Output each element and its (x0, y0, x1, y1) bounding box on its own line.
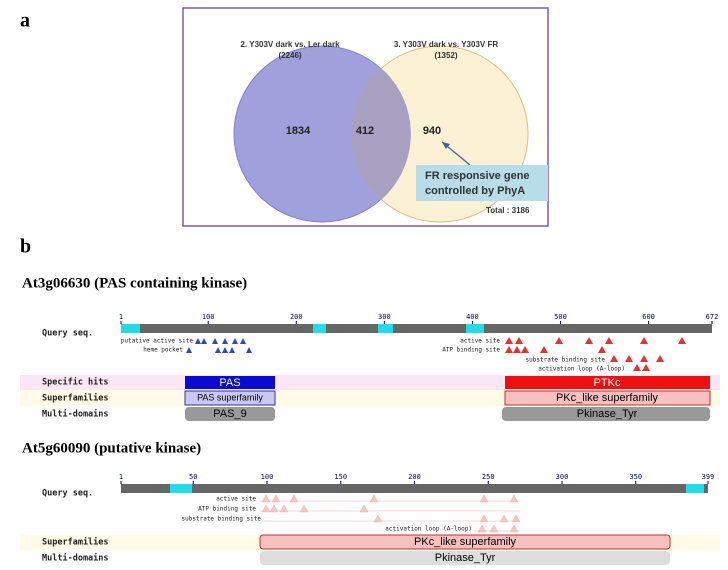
tick-label: 200 (290, 313, 303, 321)
venn-number: 940 (423, 125, 441, 137)
tick-label: 100 (202, 313, 215, 321)
domain-label: Pkinase_Tyr (435, 552, 496, 564)
domain-box (184, 390, 276, 406)
row-label: Superfamilies (42, 537, 109, 548)
tick-label: 400 (466, 313, 479, 321)
callout-box (416, 165, 548, 201)
panel-label: b (20, 236, 31, 258)
venn-number: 412 (356, 125, 374, 137)
query-bar (121, 484, 708, 493)
domain-box (260, 551, 670, 565)
feature-label: substrate binding site (182, 516, 262, 523)
feature-label: active site (460, 338, 500, 345)
domain-box (185, 407, 275, 421)
tick-group: 1 100 200 300 400 500 600 672 (119, 313, 718, 324)
domain-label: PAS superfamily (197, 392, 263, 402)
row-label: Multi-domains (42, 553, 109, 564)
tick-label: 200 (408, 473, 421, 481)
domain-box (505, 376, 710, 389)
domain-label: PTKc (594, 377, 621, 389)
venn-number: 1834 (286, 125, 311, 137)
tick-label: 250 (482, 473, 495, 481)
set-title: 2. Y303V dark vs. Ler dark (240, 40, 340, 49)
set-count: (1352) (434, 51, 457, 60)
domain-label: PKc_like superfamily (556, 392, 659, 404)
tick-label: 300 (556, 473, 569, 481)
tick-group: 1 50 100 150 200 250 300 350 399 (119, 473, 714, 484)
tick-label: 50 (189, 473, 197, 481)
callout-text: FR responsive gene (425, 170, 530, 182)
set-title: 3. Y303V dark vs. Y303V FR (394, 40, 498, 49)
tick-label: 399 (702, 473, 715, 481)
total: Total : 3186 (486, 206, 530, 215)
tick-label: 1 (119, 473, 123, 481)
feature-label: heme pocket (143, 347, 183, 354)
tick-label: 1 (119, 313, 123, 321)
arrow-head (442, 142, 450, 149)
feature-label: active site (216, 496, 256, 503)
domain-label: PAS (219, 377, 240, 389)
set-count: (2246) (278, 51, 301, 60)
row-label: Query seq. (42, 329, 93, 339)
protein-title: At5g60090 (putative kinase) (22, 440, 201, 456)
protein-title: At3g06630 (PAS containing kinase) (22, 275, 247, 291)
tick-label: 300 (378, 313, 391, 321)
feature-label: putative active site (121, 338, 194, 345)
feature-label: activation loop (A-loop) (385, 526, 472, 533)
domain-box (502, 407, 710, 421)
feature-label: ATP binding site (442, 347, 500, 354)
feature-label: ATP binding site (198, 506, 256, 513)
tick-label: 100 (261, 473, 274, 481)
feature-marks (505, 337, 686, 371)
tick-label: 672 (706, 313, 719, 321)
venn-overlap (351, 68, 411, 200)
row-label: Superfamilies (42, 393, 109, 404)
tick-label: 600 (642, 313, 655, 321)
domain-box (185, 376, 275, 389)
feature-marks (186, 338, 252, 353)
tick-label: 350 (629, 473, 642, 481)
panel-label: a (20, 10, 30, 32)
domain-box (504, 390, 711, 406)
domain-label: PKc_like superfamily (414, 536, 517, 548)
query-segments (170, 484, 704, 493)
feature-label: activation loop (A-loop) (538, 366, 625, 373)
row-label: Query seq. (42, 489, 93, 499)
domain-label: Pkinase_Tyr (577, 408, 638, 420)
query-segments (121, 324, 484, 333)
query-bar (121, 324, 712, 333)
row-label: Specific hits (42, 377, 109, 388)
domain-label: PAS_9 (213, 408, 246, 420)
domain-box (259, 534, 671, 550)
row-label: Multi-domains (42, 409, 109, 420)
feature-label: substrate binding site (526, 357, 606, 364)
tick-label: 500 (554, 313, 567, 321)
tick-label: 150 (334, 473, 347, 481)
callout-text: controlled by PhyA (425, 185, 525, 197)
feature-marks (260, 494, 521, 533)
